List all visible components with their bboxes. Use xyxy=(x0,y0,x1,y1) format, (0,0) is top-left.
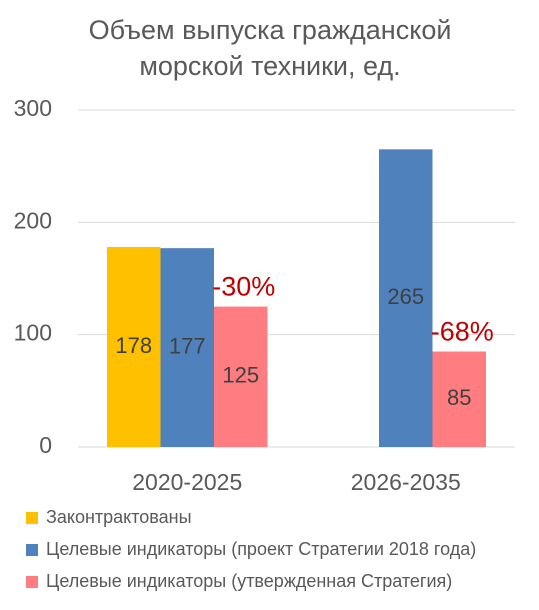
y-tick-label: 300 xyxy=(14,95,52,121)
annotation: -30% xyxy=(212,272,275,302)
annotation: -68% xyxy=(431,317,494,347)
y-tick-label: 200 xyxy=(14,207,52,233)
legend-swatch xyxy=(26,512,38,524)
x-tick-label: 2026-2035 xyxy=(351,469,461,495)
legend-swatch xyxy=(26,576,38,588)
chart-title: Объем выпуска гражданской морской техник… xyxy=(88,15,452,81)
value-label: 125 xyxy=(222,363,259,388)
value-label: 85 xyxy=(447,385,471,410)
value-label: 177 xyxy=(169,333,206,358)
y-tick-label: 100 xyxy=(14,320,52,346)
bar xyxy=(214,306,268,447)
legend-label: Законтрактованы xyxy=(46,507,192,527)
legend-label: Целевые индикаторы (проект Стратегии 201… xyxy=(46,539,476,559)
value-label: 265 xyxy=(387,284,424,309)
bar xyxy=(432,351,486,447)
bar xyxy=(160,248,214,447)
legend-label: Целевые индикаторы (утвержденная Стратег… xyxy=(46,571,452,591)
x-tick-label: 2020-2025 xyxy=(132,469,242,495)
bar xyxy=(379,149,433,448)
bar xyxy=(107,247,161,447)
value-label: 178 xyxy=(115,333,152,358)
y-tick-label: 0 xyxy=(39,432,52,458)
legend-swatch xyxy=(26,544,38,556)
